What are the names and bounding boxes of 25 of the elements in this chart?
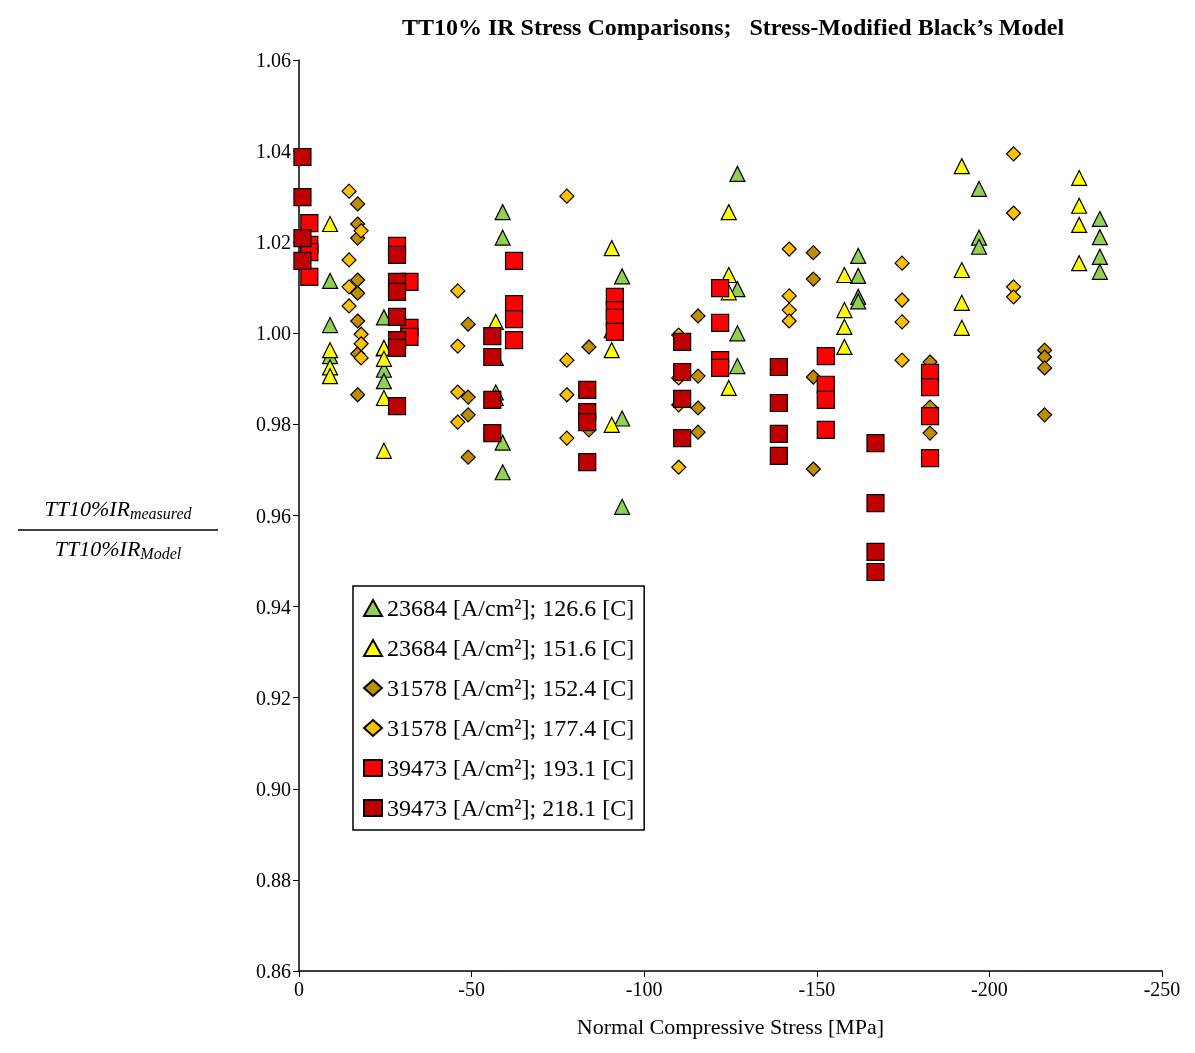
y-tick-label: 1.02 — [256, 231, 291, 254]
legend-label: 39473 [A/cm²]; 193.1 [C] — [387, 755, 635, 781]
legend-label: 31578 [A/cm²]; 177.4 [C] — [387, 715, 635, 741]
x-axis-title: Normal Compressive Stress [MPa] — [576, 1013, 885, 1039]
y-tick-label: 0.90 — [256, 777, 291, 800]
y-tick-label: 0.98 — [256, 413, 291, 436]
legend-label: 23684 [A/cm²]; 126.6 [C] — [387, 595, 635, 621]
y-tick-label: 0.86 — [256, 960, 291, 982]
y-tick-label: 0.96 — [256, 504, 291, 527]
chart-title: TT10% IR Stress Comparisons; Stress-Modified Black’s Model — [401, 14, 1065, 40]
y-tick-label: 0.92 — [256, 686, 291, 709]
x-tick-label: -200 — [971, 978, 1008, 1000]
x-tick-label: 0 — [294, 978, 304, 1000]
y-tick-label: 1.00 — [256, 322, 291, 345]
x-tick-label: -250 — [1143, 978, 1181, 1000]
x-tick-label: -150 — [798, 978, 836, 1000]
legend-label: 39473 [A/cm²]; 218.1 [C] — [387, 795, 635, 821]
legend-label: 31578 [A/cm²]; 152.4 [C] — [387, 675, 635, 701]
y-tick-label: 0.94 — [256, 595, 291, 618]
y-tick-label: 0.88 — [256, 868, 291, 891]
legend-label: 23684 [A/cm²]; 151.6 [C] — [387, 635, 635, 661]
y-tick-label: 1.06 — [256, 49, 291, 71]
x-tick-label: -50 — [458, 978, 485, 1000]
x-tick-label: -100 — [625, 978, 663, 1000]
y-tick-label: 1.04 — [256, 140, 291, 163]
